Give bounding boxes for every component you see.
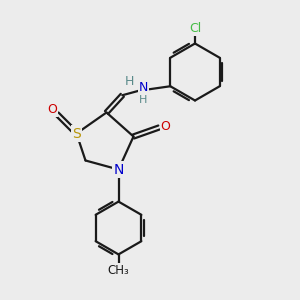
Text: S: S [72,127,81,140]
Text: N: N [113,163,124,176]
Text: O: O [161,119,170,133]
Text: O: O [48,103,57,116]
Text: CH₃: CH₃ [108,263,129,277]
Text: N: N [139,81,148,94]
Text: H: H [125,75,134,88]
Text: H: H [139,95,148,105]
Text: Cl: Cl [189,22,201,35]
